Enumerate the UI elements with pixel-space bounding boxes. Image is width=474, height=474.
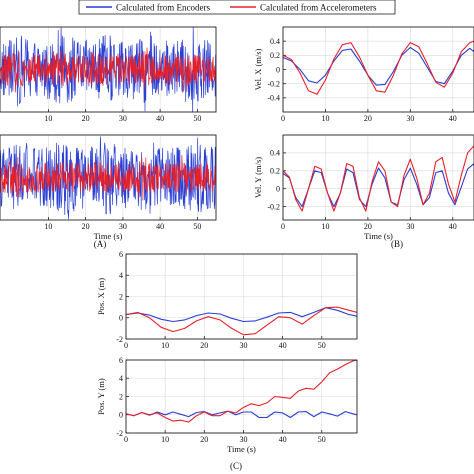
x-tick-label: 10 (44, 222, 52, 231)
axes-frame (0, 134, 217, 221)
series-line-encoders (283, 46, 474, 86)
y-axis-label: Pos. Y (m) (96, 378, 106, 415)
x-tick-label: 0 (124, 341, 128, 350)
series-line-accelerometers (126, 360, 357, 423)
x-axis-label: Time (s) (94, 231, 123, 241)
axes-frame (282, 134, 474, 221)
x-tick-label: 40 (279, 341, 287, 350)
y-tick-label: 0.2 (270, 51, 280, 60)
panel-b-top: 0 10 20 30 40 -0.4 -0.2 0 0.2 0.4 Vel. X (m/s) (253, 26, 474, 123)
panel-a-bottom: 10 20 30 40 50 Time (s) (0, 134, 217, 241)
x-tick-label: 50 (318, 341, 326, 350)
x-tick-label: 20 (364, 222, 372, 231)
y-tick-label: 4 (119, 374, 123, 383)
x-tick-label: 10 (161, 435, 169, 444)
legend: Calculated from Encoders Calculated from… (78, 0, 396, 15)
x-tick-label: 50 (193, 114, 201, 123)
x-tick-label: 30 (239, 435, 247, 444)
y-tick-label: 0.4 (270, 37, 280, 46)
y-tick-label: 0 (276, 184, 280, 193)
x-tick-label: 20 (200, 341, 208, 350)
y-tick-label: -0.2 (267, 79, 280, 88)
x-tick-label: 30 (406, 114, 414, 123)
y-tick-label: 4 (119, 271, 123, 280)
y-tick-label: -0.2 (267, 202, 280, 211)
series-line-accelerometers (0, 155, 216, 201)
series-line-encoders (0, 136, 216, 220)
panel-a-top: 10 20 30 40 50 (0, 26, 217, 123)
series-line-encoders (0, 27, 216, 112)
y-tick-label: 2 (119, 292, 123, 301)
y-tick-label: 0 (119, 411, 123, 420)
subfigure-label-a: (A) (94, 239, 107, 249)
subfigure-label-c: (C) (230, 461, 242, 471)
y-axis-label: Pos. X (m) (96, 278, 106, 315)
x-tick-label: 40 (449, 114, 457, 123)
series-line-encoders (283, 163, 474, 208)
series-line-accelerometers (0, 47, 216, 93)
x-axis-label: Time (s) (364, 231, 393, 241)
legend-label-encoders: Calculated from Encoders (116, 3, 210, 13)
x-tick-label: 40 (449, 222, 457, 231)
x-tick-label: 20 (364, 114, 372, 123)
y-tick-label: -2 (116, 335, 123, 344)
x-tick-label: 50 (193, 222, 201, 231)
x-tick-label: 30 (119, 114, 127, 123)
axes-frame (282, 26, 474, 113)
x-tick-label: 30 (406, 222, 414, 231)
x-tick-label: 50 (318, 435, 326, 444)
x-tick-label: 40 (279, 435, 287, 444)
x-tick-label: 0 (281, 222, 285, 231)
x-tick-label: 10 (321, 114, 329, 123)
y-tick-label: 0.2 (270, 167, 280, 176)
series-line-encoders (126, 410, 357, 419)
x-tick-label: 40 (156, 222, 164, 231)
series-line-encoders (126, 307, 357, 323)
x-tick-label: 20 (82, 114, 90, 123)
axes-frame (125, 253, 358, 340)
y-tick-label: -0.4 (267, 94, 280, 103)
plot-area (283, 135, 474, 220)
panel-b-bottom: 0 10 20 30 40 -0.2 0 0.2 0.4 Time (s) Vel. Y (m/s) (253, 134, 474, 241)
y-tick-label: -2 (116, 429, 123, 438)
x-tick-label: 10 (44, 114, 52, 123)
legend-label-accelerometers: Calculated from Accelerometers (260, 3, 377, 13)
x-tick-label: 10 (321, 222, 329, 231)
series-line-accelerometers (283, 40, 474, 95)
x-tick-label: 30 (119, 222, 127, 231)
x-tick-label: 20 (82, 222, 90, 231)
series-line-accelerometers (126, 306, 357, 336)
y-tick-label: 2 (119, 392, 123, 401)
y-axis-label: Vel. Y (m/s) (253, 157, 263, 198)
y-tick-label: 6 (119, 356, 123, 365)
x-tick-label: 0 (124, 435, 128, 444)
subfigure-label-b: (B) (391, 239, 403, 249)
x-tick-label: 30 (239, 341, 247, 350)
y-tick-label: 0 (276, 65, 280, 74)
x-tick-label: 40 (156, 114, 164, 123)
axes-frame (0, 26, 217, 113)
series-line-accelerometers (283, 145, 474, 212)
x-tick-label: 20 (200, 435, 208, 444)
y-tick-label: 0.4 (270, 149, 280, 158)
y-axis-label: Vel. X (m/s) (253, 48, 263, 90)
y-tick-label: 0 (119, 314, 123, 323)
axes-frame (125, 359, 358, 434)
x-tick-label: 0 (281, 114, 285, 123)
x-axis-label: Time (s) (227, 444, 256, 454)
y-tick-label: 6 (119, 250, 123, 259)
x-tick-label: 10 (161, 341, 169, 350)
